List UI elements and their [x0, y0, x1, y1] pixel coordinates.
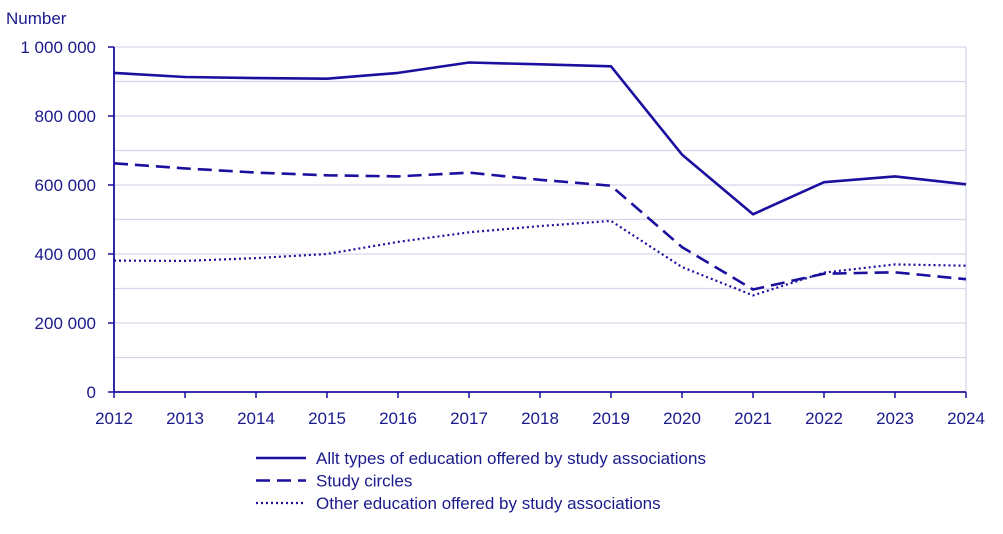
x-tick-label: 2024: [947, 409, 985, 428]
x-tick-label: 2017: [450, 409, 488, 428]
y-tick-label: 800 000: [35, 107, 96, 126]
legend: Allt types of education offered by study…: [256, 449, 706, 513]
x-tick-label: 2023: [876, 409, 914, 428]
y-tick-label: 200 000: [35, 314, 96, 333]
y-tick-labels: 0 200 000 400 000 600 000 800 000 1 000 000: [20, 38, 96, 402]
x-tick-labels: 2012 2013 2014 2015 2016 2017 2018 2019 2020 2021…: [95, 409, 985, 428]
legend-label-1: Allt types of education offered by study…: [316, 449, 706, 468]
legend-label-2: Study circles: [316, 472, 412, 491]
series-lines: [113, 61, 967, 297]
series-line-2: [113, 162, 967, 291]
x-tick-label: 2013: [166, 409, 204, 428]
x-tick-label: 2014: [237, 409, 275, 428]
y-tick-label: 1 000 000: [20, 38, 96, 57]
y-tick-label: 600 000: [35, 176, 96, 195]
x-tick-label: 2019: [592, 409, 630, 428]
gridlines: [108, 46, 967, 398]
x-tick-label: 2022: [805, 409, 843, 428]
x-tick-label: 2015: [308, 409, 346, 428]
x-tick-label: 2012: [95, 409, 133, 428]
x-tick-label: 2018: [521, 409, 559, 428]
x-tick-label: 2016: [379, 409, 417, 428]
legend-label-3: Other education offered by study associa…: [316, 494, 661, 513]
y-tick-label: 400 000: [35, 245, 96, 264]
x-tick-label: 2020: [663, 409, 701, 428]
y-tick-label: 0: [87, 383, 96, 402]
series-line-1: [113, 61, 967, 216]
x-tick-label: 2021: [734, 409, 772, 428]
y-axis-label: Number: [6, 9, 67, 28]
series-line-3: [113, 219, 967, 297]
